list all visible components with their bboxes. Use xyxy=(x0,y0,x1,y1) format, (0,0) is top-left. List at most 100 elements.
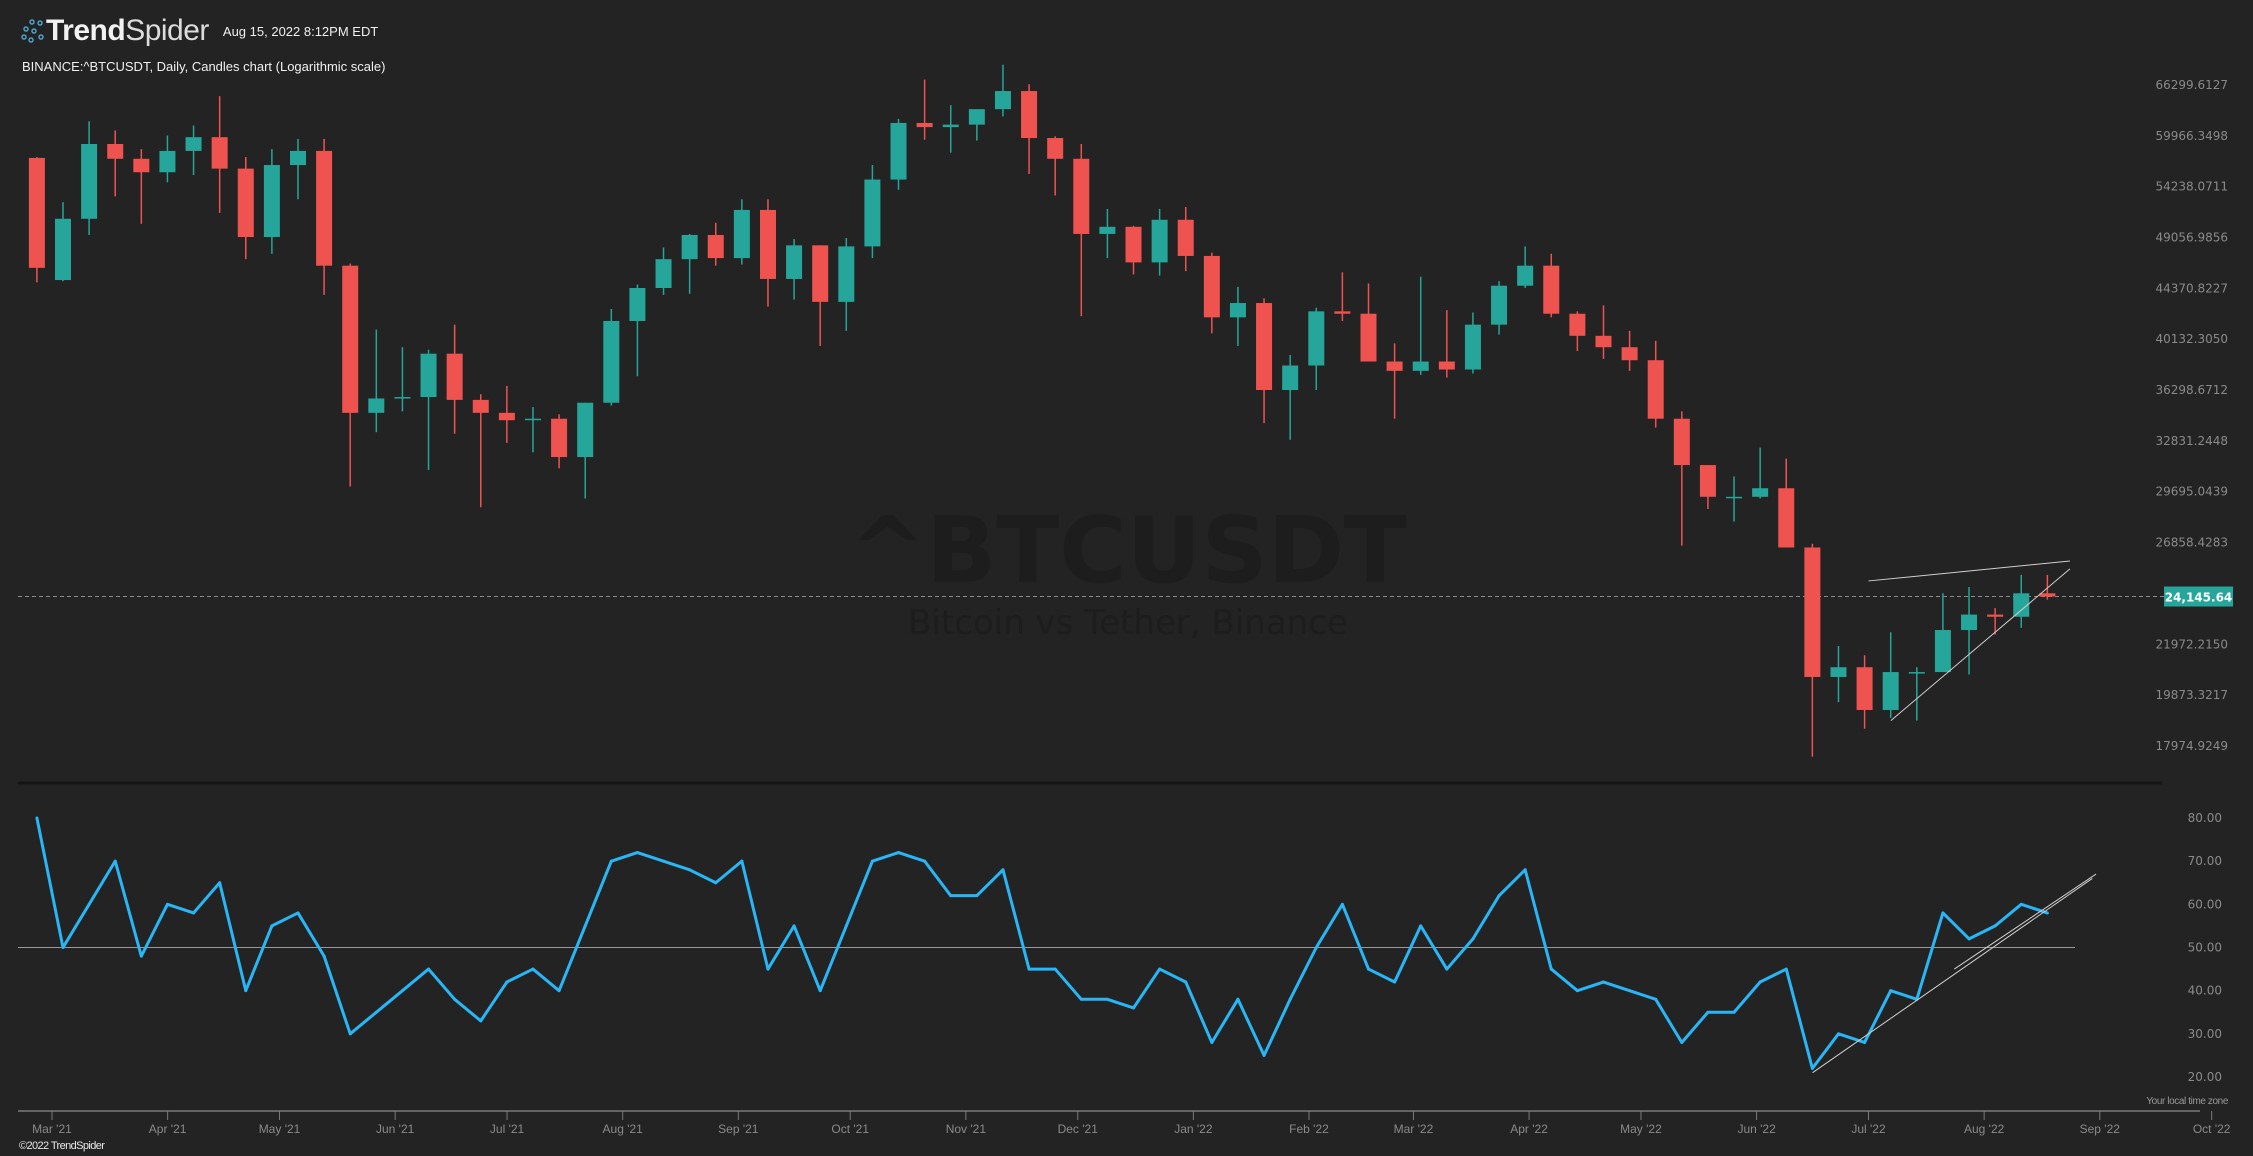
watermark-description: Bitcoin vs Tether, Binance xyxy=(908,603,1348,643)
price-tick-label: 49056.9856 xyxy=(2155,230,2228,244)
candle-body xyxy=(1021,91,1038,139)
rsi-point xyxy=(1132,1006,1136,1010)
rsi-point xyxy=(139,954,143,958)
rsi-point xyxy=(1836,1032,1840,1036)
candle-body xyxy=(263,165,280,238)
candle-body xyxy=(1882,672,1899,710)
candle-body xyxy=(994,91,1011,110)
candle-body xyxy=(1073,158,1090,234)
candle-body xyxy=(1621,347,1638,361)
rsi-point xyxy=(1393,980,1397,984)
rsi-point xyxy=(1549,967,1553,971)
time-tick-label: Mar '22 xyxy=(1394,1122,1434,1136)
candle-body xyxy=(1386,361,1403,371)
time-tick-label: Sep '21 xyxy=(718,1122,759,1136)
rsi-point xyxy=(1680,1040,1684,1044)
candle-body xyxy=(316,150,333,266)
rsi-point xyxy=(1523,868,1527,872)
candle-body xyxy=(1334,311,1351,314)
candle-body xyxy=(472,399,489,413)
rsi-point xyxy=(557,989,561,993)
rsi-point xyxy=(1810,1066,1814,1070)
rsi-point xyxy=(1497,894,1501,898)
candle-body xyxy=(2013,593,2030,617)
rsi-point xyxy=(322,954,326,958)
rsi-tick-label: 40.00 xyxy=(2188,984,2222,998)
rsi-point xyxy=(818,989,822,993)
rsi-point xyxy=(1210,1040,1214,1044)
rsi-point xyxy=(1993,924,1997,928)
candle-body xyxy=(1752,488,1769,497)
rsi-tick-label: 50.00 xyxy=(2188,940,2222,954)
price-trendline xyxy=(1890,568,2071,721)
candle-body xyxy=(1151,219,1168,263)
price-tick-label: 26858.4283 xyxy=(2155,536,2228,550)
rsi-point xyxy=(949,894,953,898)
candle-body xyxy=(159,150,176,173)
candle-body xyxy=(1517,265,1534,286)
price-axis: 66299.6127 59966.3498 54238.0711 49056.9856… xyxy=(2155,78,2233,753)
price-tick-label: 21972.2150 xyxy=(2155,637,2228,651)
candle-body xyxy=(864,179,881,247)
time-tick-label: Oct '21 xyxy=(831,1122,869,1136)
time-tick-label: May '22 xyxy=(1620,1122,1662,1136)
time-tick-label: Jun '22 xyxy=(1737,1122,1776,1136)
candle-body xyxy=(1177,219,1194,256)
candle-body xyxy=(1412,361,1429,371)
candle-body xyxy=(1856,667,1873,710)
brand-light: Spider xyxy=(125,14,209,47)
candle-body xyxy=(394,397,411,399)
candle-body xyxy=(1464,324,1481,370)
rsi-point xyxy=(897,851,901,855)
rsi-point xyxy=(1053,967,1057,971)
brand-bold: Trend xyxy=(46,14,126,47)
candle-body xyxy=(1673,418,1690,466)
rsi-trendline xyxy=(1812,878,2093,1074)
price-trendline xyxy=(1868,560,2070,582)
rsi-point xyxy=(714,881,718,885)
rsi-point xyxy=(244,989,248,993)
price-tick-label: 36298.6712 xyxy=(2155,383,2228,397)
last-price-tag xyxy=(2164,586,2233,607)
candle-body xyxy=(1569,313,1586,336)
rsi-point xyxy=(740,859,744,863)
candle-body xyxy=(289,150,306,166)
candle-body xyxy=(1360,313,1377,362)
rsi-point xyxy=(479,1019,483,1023)
candle-body xyxy=(81,143,98,219)
rsi-point xyxy=(1941,911,1945,915)
brand-name: TrendSpider xyxy=(46,14,209,48)
rsi-point xyxy=(844,924,848,928)
candle-body xyxy=(577,402,594,458)
candle-body xyxy=(786,245,803,279)
candle-body xyxy=(838,246,855,302)
rsi-point xyxy=(192,911,196,915)
candle-body xyxy=(342,265,359,413)
rsi-point xyxy=(1601,980,1605,984)
copyright: ©2022 TrendSpider xyxy=(19,1140,105,1152)
trendspider-logo-icon xyxy=(21,19,44,43)
snapshot-datetime: Aug 15, 2022 8:12PM EDT xyxy=(222,23,379,39)
time-tick-label: Sep '22 xyxy=(2080,1122,2121,1136)
candle-body xyxy=(681,234,698,260)
rsi-point xyxy=(87,902,91,906)
rsi-tick-label: 60.00 xyxy=(2188,897,2222,911)
rsi-point xyxy=(427,967,431,971)
time-tick-label: Dec '21 xyxy=(1058,1122,1099,1136)
rsi-point xyxy=(1784,967,1788,971)
rsi-point xyxy=(975,894,979,898)
rsi-point xyxy=(453,997,457,1001)
price-tick-label: 40132.3050 xyxy=(2155,332,2228,346)
price-tick-label: 44370.8227 xyxy=(2155,281,2228,295)
rsi-point xyxy=(923,859,927,863)
candle-body xyxy=(603,320,620,403)
rsi-point xyxy=(870,859,874,863)
time-tick-label: Jan '22 xyxy=(1174,1122,1213,1136)
candle-body xyxy=(942,124,959,128)
rsi-tick-label: 30.00 xyxy=(2188,1027,2222,1041)
rsi-point xyxy=(348,1032,352,1036)
candle-body xyxy=(107,143,124,159)
rsi-point xyxy=(1027,967,1031,971)
rsi-point xyxy=(1654,997,1658,1001)
